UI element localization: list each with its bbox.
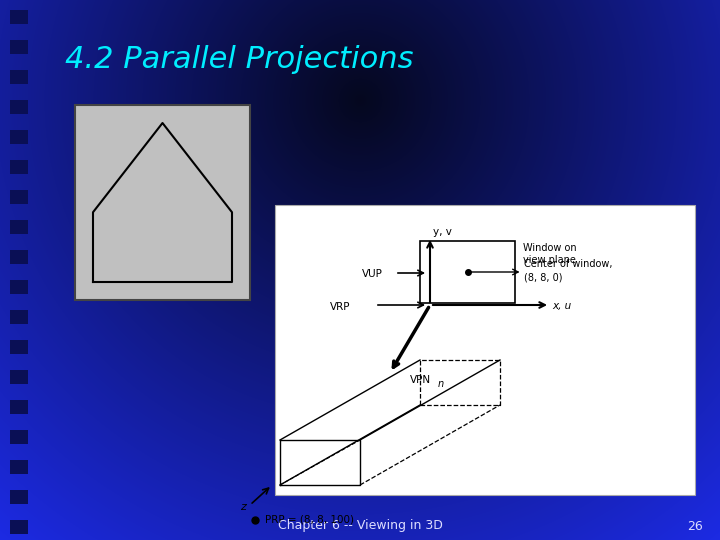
Bar: [10, 190, 28, 204]
Text: 4.2 Parallel Projections: 4.2 Parallel Projections: [65, 45, 413, 74]
Bar: [75, 105, 250, 300]
Bar: [10, 100, 28, 114]
Bar: [10, 10, 28, 24]
Bar: [10, 370, 28, 384]
Text: PRP = (8, 8, 100): PRP = (8, 8, 100): [265, 515, 354, 525]
Bar: [10, 520, 28, 534]
Bar: [10, 460, 28, 474]
Bar: [10, 430, 28, 444]
Text: VRP: VRP: [330, 302, 351, 312]
Text: n: n: [438, 379, 444, 389]
Text: VUP: VUP: [362, 269, 383, 279]
Bar: [10, 220, 28, 234]
Text: y, v: y, v: [433, 227, 452, 237]
Bar: [420, 241, 515, 303]
Bar: [10, 130, 28, 144]
Bar: [10, 400, 28, 414]
Text: Chapter 6 -- Viewing in 3D: Chapter 6 -- Viewing in 3D: [278, 519, 442, 532]
Bar: [275, 205, 695, 495]
Text: Window on
view plane: Window on view plane: [523, 243, 577, 265]
Bar: [10, 160, 28, 174]
Bar: [10, 490, 28, 504]
Bar: [10, 70, 28, 84]
Bar: [10, 340, 28, 354]
Text: 26: 26: [687, 519, 703, 532]
Text: (8, 8, 0): (8, 8, 0): [524, 273, 563, 283]
Text: VPN: VPN: [410, 375, 431, 385]
Text: z: z: [240, 502, 246, 512]
Text: Center of window,: Center of window,: [524, 259, 613, 269]
Bar: [10, 40, 28, 54]
Bar: [10, 250, 28, 264]
Bar: [10, 310, 28, 324]
Text: x, u: x, u: [552, 301, 571, 311]
Bar: [10, 280, 28, 294]
